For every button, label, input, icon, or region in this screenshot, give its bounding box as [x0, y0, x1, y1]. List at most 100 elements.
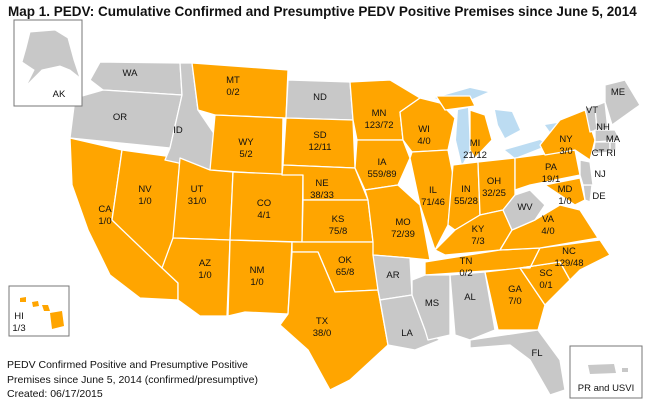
- state-abbr: WA: [123, 68, 139, 79]
- state-counts: 4/0: [541, 226, 554, 237]
- state-counts: 38/0: [313, 328, 332, 339]
- inset-pr-label: PR and USVI: [578, 383, 635, 394]
- inset-hawaii: [8, 285, 70, 337]
- state-abbr: HI: [14, 311, 24, 322]
- state-counts: 0/2: [459, 268, 472, 279]
- state-label-nc: NC 129/48: [554, 246, 583, 269]
- state-az: [161, 237, 231, 317]
- state-label-nd: ND: [313, 92, 327, 103]
- caption-line-2: Premises since June 5, 2014 (confirmed/p…: [7, 373, 258, 386]
- state-label-in: IN 55/28: [454, 184, 478, 207]
- state-abbr: NY: [559, 134, 573, 145]
- state-abbr: RI: [606, 148, 616, 159]
- state-label-fl: FL: [531, 348, 542, 359]
- state-label-ky: KY 7/3: [471, 224, 485, 247]
- state-label-mo: MO 72/39: [391, 217, 415, 240]
- state-abbr: NH: [596, 122, 610, 133]
- state-abbr: MA: [606, 134, 621, 145]
- state-abbr: MN: [372, 108, 387, 119]
- state-counts: 12/11: [308, 142, 331, 153]
- state-abbr: CO: [257, 198, 271, 209]
- state-nj: [579, 159, 594, 186]
- state-abbr: KS: [332, 214, 345, 225]
- state-nc: [519, 239, 611, 281]
- state-label-ut: UT 31/0: [188, 184, 207, 207]
- state-counts: 1/3: [12, 323, 25, 334]
- state-counts: 21/12: [463, 150, 487, 161]
- state-label-nj: NJ: [594, 169, 606, 180]
- state-ak: [21, 29, 82, 87]
- state-hi: [20, 297, 64, 329]
- state-counts: 72/39: [391, 229, 415, 240]
- state-abbr: PA: [545, 162, 558, 173]
- state-tx: [279, 251, 389, 391]
- state-counts: 559/89: [367, 169, 396, 180]
- state-me: [604, 79, 641, 126]
- state-abbr: ID: [173, 125, 183, 136]
- pr-island: [588, 364, 616, 374]
- lake-erie: [505, 140, 548, 158]
- state-va: [499, 204, 599, 251]
- state-label-nm: NM 1/0: [250, 265, 265, 288]
- state-counts: 1/0: [250, 277, 263, 288]
- state-ms: [411, 274, 451, 341]
- state-fl: [469, 329, 566, 396]
- state-counts: 7/0: [508, 296, 521, 307]
- state-counts: 3/0: [559, 146, 572, 157]
- state-counts: 4/1: [257, 210, 270, 221]
- state-abbr: AK: [53, 89, 66, 100]
- state-abbr: MO: [395, 217, 410, 228]
- state-abbr: OH: [487, 176, 501, 187]
- state-nm: [227, 239, 293, 317]
- state-counts: 75/8: [329, 226, 348, 237]
- state-abbr: IA: [378, 157, 388, 168]
- state-abbr: SC: [539, 268, 552, 279]
- state-abbr: NE: [315, 178, 328, 189]
- state-abbr: IN: [461, 184, 471, 195]
- caption-line-1: PEDV Confirmed Positive and Presumptive …: [7, 359, 249, 371]
- state-md: [544, 177, 586, 206]
- state-wi: [399, 97, 456, 153]
- state-label-nh: NH: [596, 122, 610, 133]
- state-label-ms: MS: [425, 298, 439, 309]
- state-label-md: MD 1/0: [558, 184, 573, 207]
- state-mt: [191, 62, 289, 119]
- lake-michigan: [456, 108, 470, 165]
- inset-hawaii-frame: [8, 285, 70, 337]
- state-abbr: KY: [472, 224, 485, 235]
- state-abbr: MS: [425, 298, 439, 309]
- state-abbr: NV: [138, 184, 152, 195]
- state-label-ks: KS 75/8: [329, 214, 348, 237]
- state-ri: [609, 141, 617, 153]
- state-ny: [539, 109, 596, 161]
- state-counts: 1/0: [198, 270, 211, 281]
- state-label-ar: AR: [386, 270, 399, 281]
- state-label-de: DE: [592, 191, 605, 202]
- state-label-tx: TX 38/0: [313, 316, 332, 339]
- state-label-wy: WY 5/2: [238, 137, 254, 160]
- state-label-sc: SC 0/1: [539, 268, 552, 291]
- state-label-co: CO 4/1: [257, 198, 271, 221]
- state-abbr: MI: [470, 138, 481, 149]
- state-label-ma: MA: [606, 134, 621, 145]
- state-label-id: ID: [173, 125, 183, 136]
- state-abbr: NJ: [594, 169, 606, 180]
- state-counts: 55/28: [454, 196, 478, 207]
- state-label-mt: MT 0/2: [226, 75, 240, 98]
- state-label-mi: MI 21/12: [463, 138, 487, 161]
- state-counts: 31/0: [188, 196, 207, 207]
- state-label-wv: WV: [517, 202, 533, 213]
- state-label-pa: PA 19/1: [542, 162, 561, 185]
- state-label-az: AZ 1/0: [198, 258, 211, 281]
- state-counts: 1/0: [558, 196, 571, 207]
- state-label-al: AL: [464, 292, 476, 303]
- state-abbr: NC: [562, 246, 576, 257]
- state-abbr: AL: [464, 292, 476, 303]
- state-ma: [594, 129, 621, 143]
- lake-huron: [495, 110, 520, 138]
- state-al: [449, 271, 496, 341]
- state-wv: [502, 189, 546, 231]
- state-counts: 1/0: [138, 196, 151, 207]
- state-abbr: OK: [338, 255, 352, 266]
- state-abbr: MT: [226, 75, 240, 86]
